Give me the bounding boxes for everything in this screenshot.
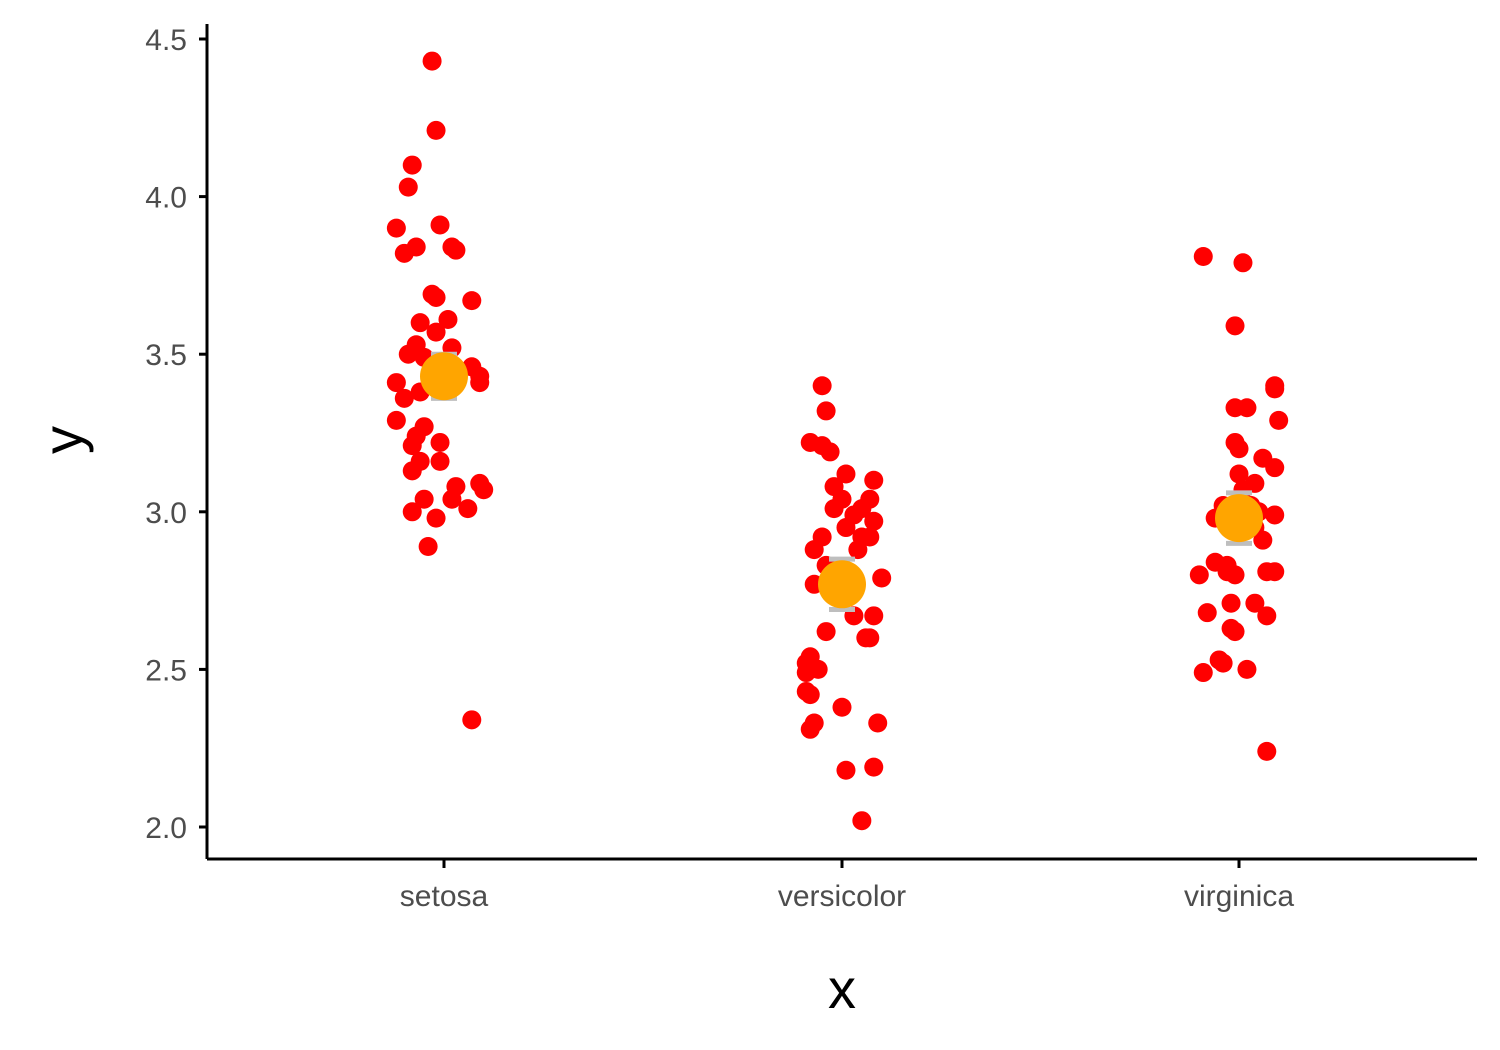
x-tick-label: versicolor (778, 880, 906, 913)
data-point (446, 240, 466, 260)
data-point (1237, 398, 1257, 418)
data-point (410, 313, 430, 333)
data-point (832, 697, 852, 717)
data-point (848, 540, 868, 560)
data-point (402, 436, 422, 456)
data-point (864, 606, 884, 626)
data-point (1193, 663, 1213, 683)
y-axis-title: y (31, 426, 94, 454)
data-point (402, 502, 422, 522)
y-tick-label: 2.0 (145, 812, 187, 845)
mean-point (818, 560, 866, 609)
data-point (816, 401, 836, 421)
data-point (1221, 593, 1241, 613)
mean-point (420, 352, 468, 401)
y-tick-label: 4.0 (145, 182, 187, 215)
data-point (426, 322, 446, 342)
data-point (1229, 439, 1249, 459)
data-point (1253, 530, 1273, 550)
data-point (800, 719, 820, 739)
data-point (860, 527, 880, 547)
data-point (470, 373, 490, 393)
y-tick-label: 3.5 (145, 339, 187, 372)
data-point (1257, 606, 1277, 626)
data-point (804, 540, 824, 560)
data-points (386, 51, 1289, 831)
data-point (852, 811, 872, 831)
data-point (1265, 458, 1285, 478)
data-point (422, 51, 442, 71)
data-point (394, 388, 414, 408)
data-point (438, 310, 458, 330)
data-point (418, 536, 438, 556)
data-point (836, 464, 856, 484)
data-point (1257, 741, 1277, 761)
data-point (1265, 379, 1285, 399)
data-point (864, 757, 884, 777)
data-point (426, 287, 446, 307)
y-tick-label: 4.5 (145, 24, 187, 57)
data-point (402, 155, 422, 175)
data-point (1233, 253, 1253, 273)
data-point (820, 442, 840, 462)
data-point (1265, 562, 1285, 582)
data-point (474, 480, 494, 500)
data-point (1269, 410, 1289, 430)
data-point (872, 568, 892, 588)
data-point (836, 518, 856, 538)
data-point (398, 177, 418, 197)
x-axis-title: x (828, 957, 856, 1020)
data-point (864, 511, 884, 531)
x-tick-label: virginica (1184, 880, 1294, 913)
data-point (796, 663, 816, 683)
data-point (398, 344, 418, 364)
mean-summaries (420, 351, 1263, 613)
data-point (414, 489, 434, 509)
mean-point (1215, 494, 1263, 543)
data-point (442, 489, 462, 509)
data-point (386, 410, 406, 430)
data-point (462, 291, 482, 311)
data-point (430, 451, 450, 471)
data-point (1225, 565, 1245, 585)
data-point (856, 628, 876, 648)
data-point (1225, 622, 1245, 642)
data-point (812, 376, 832, 396)
data-point (1197, 603, 1217, 623)
data-point (462, 710, 482, 730)
axis-ticks: 2.0 2.5 3.0 3.5 4.0 4.5 setosa versicolor virgin… (145, 24, 1294, 913)
data-point (816, 622, 836, 642)
data-point (426, 508, 446, 528)
data-point (1225, 316, 1245, 336)
data-point (864, 470, 884, 490)
y-tick-label: 2.5 (145, 654, 187, 687)
data-point (386, 373, 406, 393)
x-tick-label: setosa (400, 880, 489, 913)
data-point (1229, 464, 1249, 484)
data-point (458, 499, 478, 519)
data-point (1245, 593, 1265, 613)
data-point (1265, 505, 1285, 525)
data-point (1189, 565, 1209, 585)
data-point (868, 713, 888, 733)
data-point (430, 432, 450, 452)
data-point (394, 243, 414, 263)
data-point (800, 685, 820, 705)
data-point (1193, 246, 1213, 266)
data-point (1213, 653, 1233, 673)
data-point (386, 218, 406, 238)
data-point (402, 461, 422, 481)
data-point (836, 760, 856, 780)
data-point (426, 120, 446, 140)
y-tick-label: 3.0 (145, 497, 187, 530)
data-point (1237, 659, 1257, 679)
data-point (824, 499, 844, 519)
data-point (430, 215, 450, 235)
